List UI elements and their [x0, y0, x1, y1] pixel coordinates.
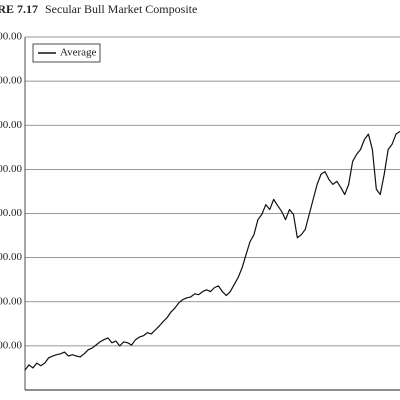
- y-tick-label: 400.00: [0, 207, 23, 219]
- chart-title: Secular Bull Market Composite: [45, 2, 197, 16]
- data-line: [24, 130, 400, 371]
- y-tick-label: 300.00: [0, 251, 23, 263]
- legend: Average: [32, 43, 101, 63]
- legend-label: Average: [60, 47, 97, 59]
- y-tick-label: 200.00: [0, 295, 23, 307]
- legend-box: [32, 43, 101, 63]
- y-tick-label: 800.00: [0, 31, 23, 43]
- figure-label: FIGURE 7.17: [0, 2, 38, 16]
- y-tick-label: 600.00: [0, 119, 23, 131]
- y-tick-label: 500.00: [0, 163, 23, 175]
- y-tick-label: 700.00: [0, 75, 23, 87]
- y-tick-label: 100.00: [0, 339, 23, 351]
